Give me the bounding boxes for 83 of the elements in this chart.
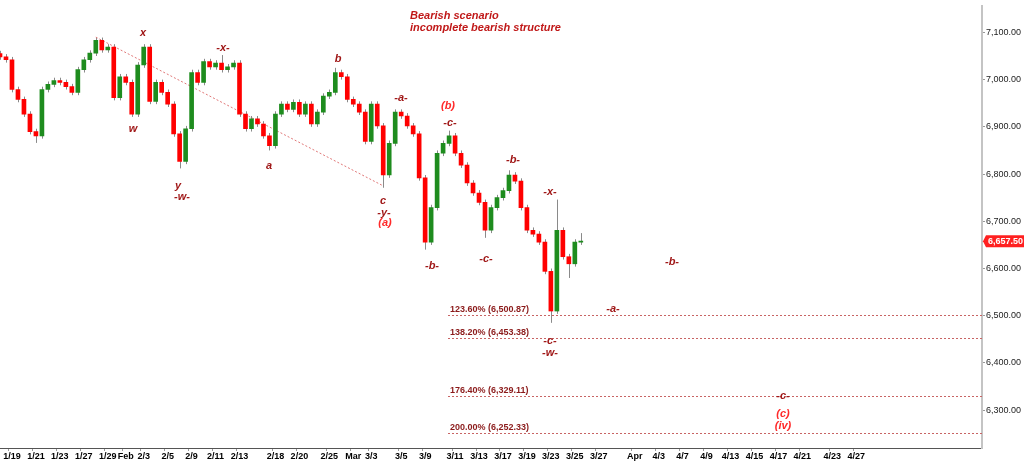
x-tick-label: 2/25	[320, 450, 339, 461]
x-tick-label: 3/25	[566, 450, 584, 461]
text: incomplete bearish structure	[410, 21, 561, 34]
x-tick-label: 4/7	[676, 450, 689, 461]
x-tick-label: 4/27	[847, 450, 866, 461]
annotation: -c-	[776, 389, 791, 402]
annotation: -x-	[216, 41, 231, 54]
annotation: -y-	[377, 206, 392, 219]
x-tick-label: Mar	[345, 450, 362, 461]
candlestick	[141, 43, 147, 69]
x-tick-label: Feb	[117, 450, 135, 461]
x-tick-label: 4/15	[745, 450, 764, 461]
x-tick-label: 2/11	[207, 450, 225, 461]
y-tick-label: 7,000.00	[986, 74, 1022, 85]
x-tick-label: 1/23	[51, 450, 69, 461]
x-tick-label: 2/20	[290, 450, 309, 461]
candlestick	[243, 110, 248, 133]
x-tick-label: 4/9	[700, 450, 713, 461]
x-tick-label: Apr	[626, 450, 643, 461]
candlestick	[153, 79, 159, 105]
x-tick-label: 4/21	[793, 450, 812, 461]
y-tick-label: 7,100.00	[986, 26, 1022, 37]
x-tick-label: 4/3	[652, 450, 665, 461]
y-tick-label: 6,300.00	[986, 404, 1022, 415]
annotation: -b-	[505, 153, 521, 166]
x-tick-label: 3/13	[470, 450, 488, 461]
x-tick-label: 3/9	[418, 450, 432, 461]
x-tick-label: 3/27	[590, 450, 608, 461]
x-tick-label: 3/19	[518, 450, 536, 461]
x-tick-label: 3/23	[542, 450, 560, 461]
x-tick-label: 3/5	[394, 450, 408, 461]
x-tick-label: 2/9	[185, 450, 198, 461]
annotation: -b-	[664, 255, 680, 268]
y-tick-label: 6,700.00	[986, 215, 1022, 226]
annotation: -w-	[174, 190, 191, 203]
annotation: a	[265, 159, 273, 172]
ref-line-label: 200.00% (6,252.33)	[450, 421, 530, 432]
ref-line-label: 123.60% (6,500.87)	[450, 303, 530, 314]
annotation: -b-	[424, 259, 440, 272]
text: 6,657.50	[988, 236, 1024, 247]
candlestick	[201, 58, 206, 86]
x-tick-label: 1/21	[27, 450, 45, 461]
x-tick-label: 1/29	[99, 450, 117, 461]
annotation: c	[379, 194, 387, 207]
x-tick-label: 4/17	[769, 450, 788, 461]
candlestick	[374, 100, 380, 130]
x-tick-label: 4/13	[721, 450, 740, 461]
candlestick	[117, 73, 123, 101]
annotation: w	[128, 122, 139, 135]
y-tick-label: 6,400.00	[986, 357, 1022, 368]
x-tick-label: 2/18	[266, 450, 285, 461]
annotation: -w-	[542, 346, 559, 359]
x-tick-label: 1/27	[75, 450, 93, 461]
x-tick-label: 1/19	[3, 450, 21, 461]
annotation: (c)	[776, 407, 791, 420]
x-tick-label: 2/3	[137, 450, 150, 461]
candlestick	[309, 100, 314, 128]
x-tick-label: 4/23	[823, 450, 842, 461]
y-tick-label: 6,500.00	[986, 310, 1022, 321]
candlestick	[572, 238, 578, 268]
x-tick-label: 2/13	[230, 450, 249, 461]
annotation: -c-	[443, 116, 458, 129]
annotation: b	[334, 52, 342, 65]
annotation: -a-	[394, 91, 409, 104]
ref-line-label: 176.40% (6,329.11)	[450, 384, 529, 395]
x-tick-label: 3/17	[494, 450, 512, 461]
y-tick-label: 6,600.00	[986, 263, 1022, 274]
y-tick-label: 6,900.00	[986, 121, 1022, 132]
chart-title: Bearish scenario	[410, 9, 499, 22]
annotation: x	[138, 26, 147, 39]
ref-line-label: 138.20% (6,453.38)	[450, 326, 530, 337]
annotation: -c-	[543, 334, 558, 347]
x-tick-label: 3/3	[364, 450, 378, 461]
annotation: y	[173, 179, 182, 192]
annotation: -x-	[543, 185, 558, 198]
annotation: -c-	[479, 252, 494, 265]
annotation: (b)	[440, 99, 456, 112]
annotation: (iv)	[774, 419, 792, 432]
annotation: -a-	[606, 302, 621, 315]
y-tick-label: 6,800.00	[986, 168, 1022, 179]
x-tick-label: 2/5	[161, 450, 174, 461]
x-tick-label: 3/11	[446, 450, 464, 461]
candlestick	[93, 36, 99, 57]
